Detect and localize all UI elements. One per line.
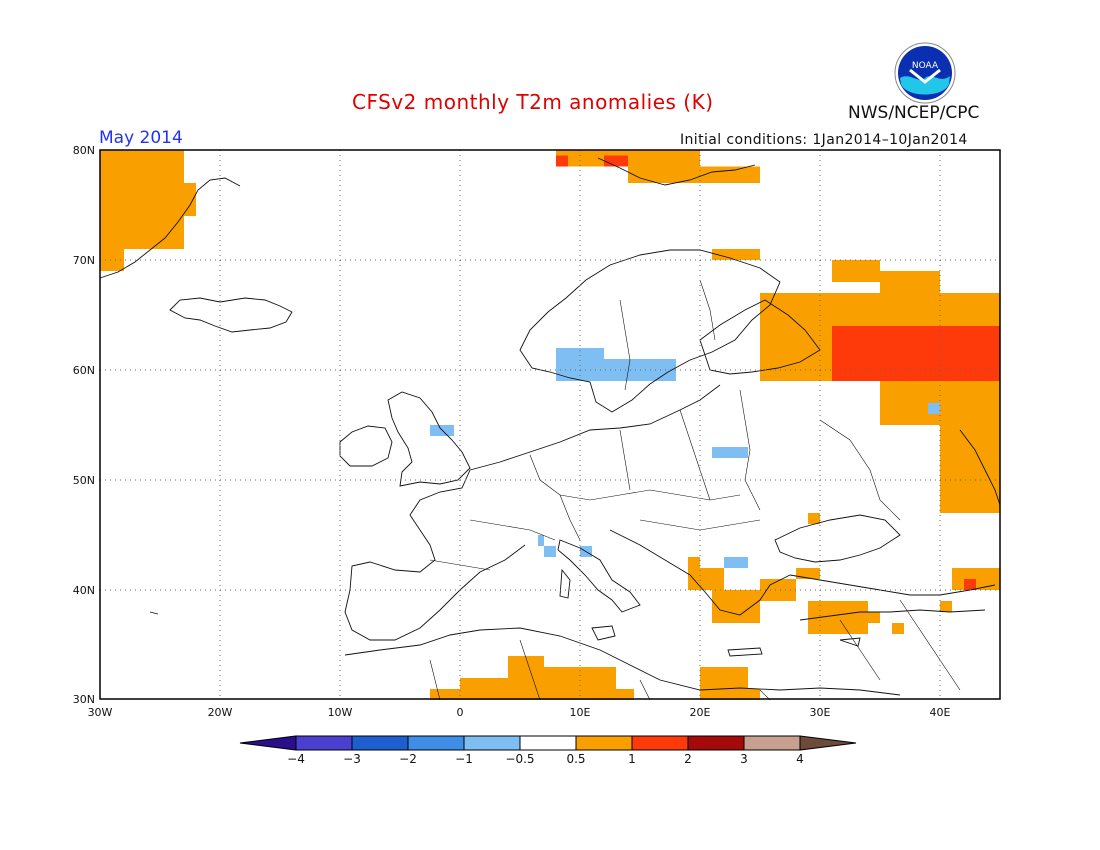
longitude-labels: 30W 20W 10W 0 10E 20E 30E 40E xyxy=(88,706,951,719)
anomaly-cell xyxy=(604,155,628,167)
colorbar-labels: −4 −3 −2 −1 −0.5 0.5 1 2 3 4 xyxy=(287,752,804,766)
anomaly-cell xyxy=(964,579,976,590)
colorbar-segment xyxy=(407,735,465,751)
anomaly-cell xyxy=(748,689,760,700)
lon-label-40e: 40E xyxy=(930,706,951,719)
lat-label-80n: 80N xyxy=(73,144,95,157)
anomaly-cell xyxy=(688,557,700,568)
anomaly-cell xyxy=(628,150,700,183)
anomaly-cell xyxy=(628,359,676,381)
anomaly-cell xyxy=(904,414,940,425)
colorbar-segment xyxy=(519,735,577,751)
anomaly-cell xyxy=(460,678,508,700)
colorbar-segment xyxy=(687,735,745,751)
lat-label-40n: 40N xyxy=(73,584,95,597)
colorbar-segment xyxy=(295,735,353,751)
colorbar-label: 4 xyxy=(796,752,804,766)
lon-label-30w: 30W xyxy=(88,706,113,719)
lon-label-30e: 30E xyxy=(810,706,831,719)
anomaly-cell xyxy=(892,623,904,634)
anomaly-cell xyxy=(928,403,940,414)
anomaly-cell xyxy=(796,568,820,579)
colorbar-label: −1 xyxy=(455,752,473,766)
country-borders xyxy=(429,279,961,701)
lon-label-0: 0 xyxy=(457,706,464,719)
colorbar-label: −3 xyxy=(343,752,361,766)
gridlines xyxy=(100,150,1000,699)
agency-label: NWS/NCEP/CPC xyxy=(848,103,980,123)
latitude-labels: 80N 70N 60N 50N 40N 30N xyxy=(73,144,95,706)
lat-label-50n: 50N xyxy=(73,474,95,487)
colorbar-label: −0.5 xyxy=(505,752,534,766)
anomaly-cell xyxy=(430,689,460,700)
anomaly-cell xyxy=(940,601,952,612)
anomaly-cell xyxy=(712,447,748,458)
anomaly-cell xyxy=(616,689,634,700)
lon-label-20e: 20E xyxy=(690,706,711,719)
anomaly-cell xyxy=(688,568,724,590)
lon-label-10e: 10E xyxy=(570,706,591,719)
svg-text:NOAA: NOAA xyxy=(912,61,939,71)
anomaly-cell xyxy=(724,557,748,568)
colorbar-segment xyxy=(575,735,633,751)
anomaly-cell xyxy=(880,271,940,293)
anomaly-cell xyxy=(808,513,820,524)
colorbar-segment xyxy=(463,735,521,751)
anomaly-cell xyxy=(988,458,1000,513)
colorbar xyxy=(239,735,857,751)
anomaly-cell xyxy=(712,249,760,260)
lat-label-70n: 70N xyxy=(73,254,95,267)
colorbar-label: 2 xyxy=(684,752,692,766)
anomaly-cell xyxy=(832,260,880,282)
colorbar-left-arrow xyxy=(239,735,297,751)
lon-label-10w: 10W xyxy=(328,706,353,719)
colorbar-segment xyxy=(743,735,801,751)
forecast-month: May 2014 xyxy=(99,128,183,148)
colorbar-label: 0.5 xyxy=(566,752,585,766)
anomaly-cell xyxy=(916,326,1000,381)
anomaly-cell xyxy=(100,150,184,249)
coastlines xyxy=(99,157,1001,696)
noaa-logo: NOAA xyxy=(894,42,956,104)
colorbar-segment xyxy=(631,735,689,751)
anomaly-cell xyxy=(538,535,544,546)
anomaly-cell xyxy=(544,667,616,700)
colorbar-label: −4 xyxy=(287,752,305,766)
anomaly-cells xyxy=(100,150,1000,700)
anomaly-cell xyxy=(712,590,760,623)
anomaly-cell xyxy=(700,166,760,183)
lon-label-20w: 20W xyxy=(208,706,233,719)
colorbar-label: 1 xyxy=(628,752,636,766)
colorbar-label: 3 xyxy=(740,752,748,766)
anomaly-cell xyxy=(556,155,568,167)
anomaly-cell xyxy=(700,667,748,700)
colorbar-right-arrow xyxy=(799,735,857,751)
anomaly-cell xyxy=(100,249,124,271)
colorbar-segment xyxy=(351,735,409,751)
anomaly-cell xyxy=(544,546,556,557)
initial-conditions: Initial conditions: 1Jan2014–10Jan2014 xyxy=(680,132,968,148)
anomaly-cell xyxy=(760,579,796,601)
lat-label-60n: 60N xyxy=(73,364,95,377)
colorbar-label: −2 xyxy=(399,752,417,766)
anomaly-cell xyxy=(868,612,880,623)
lat-label-30n: 30N xyxy=(73,693,95,706)
anomaly-cell xyxy=(508,656,544,700)
map-title: CFSv2 monthly T2m anomalies (K) xyxy=(352,90,714,114)
anomaly-cell xyxy=(184,183,196,216)
map-frame xyxy=(99,149,1001,700)
